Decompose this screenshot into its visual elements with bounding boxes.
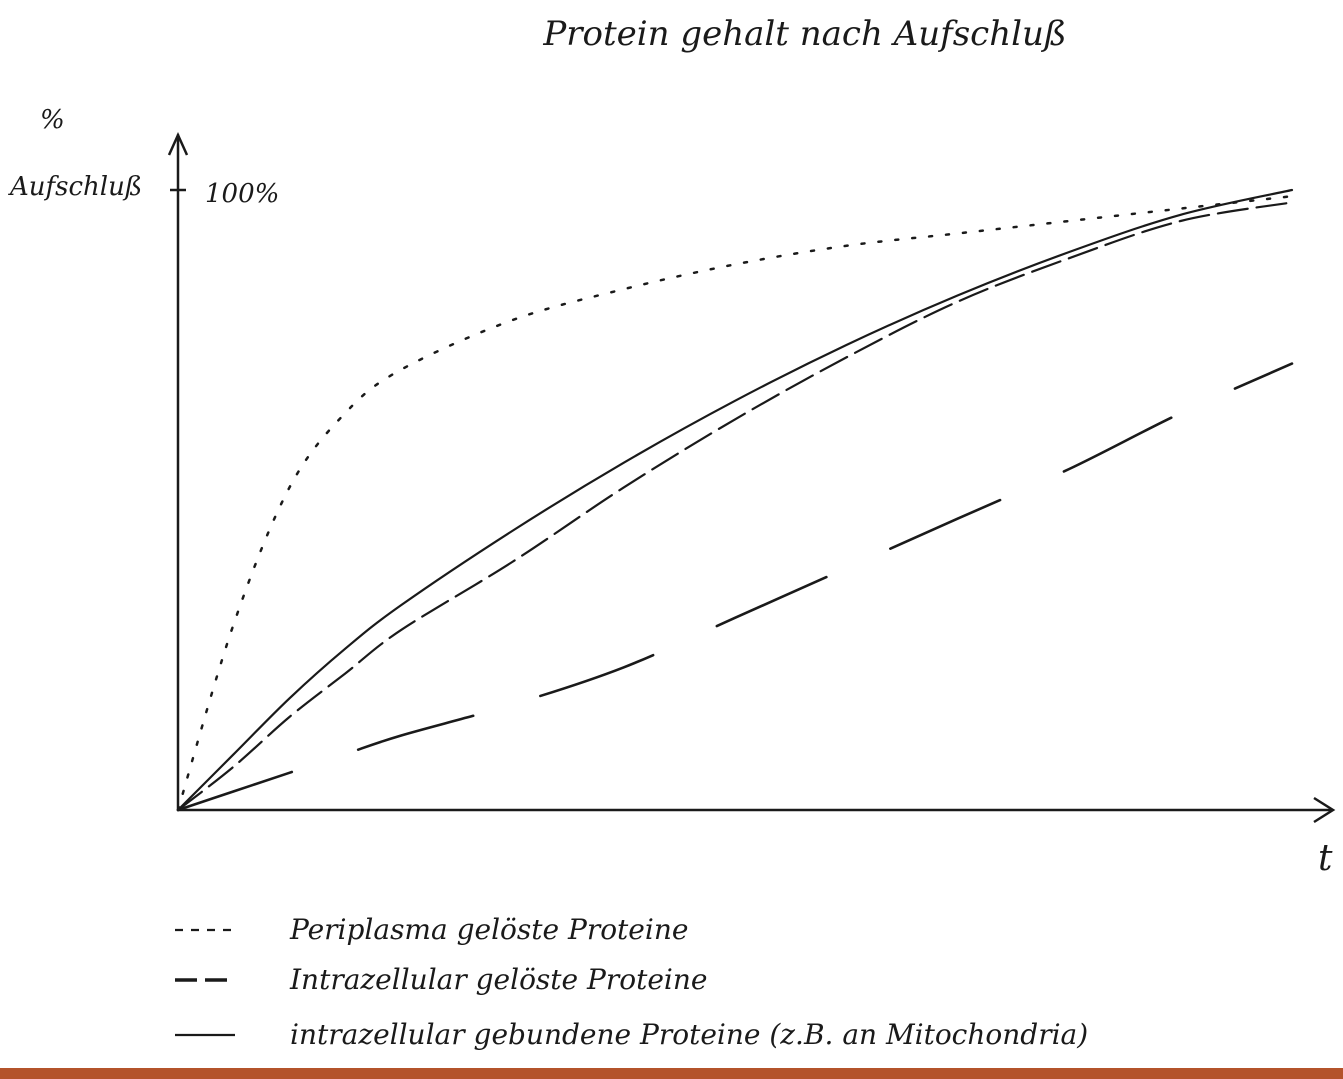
series-long-dash [176,362,1294,812]
data-point [956,232,959,235]
series-line-long-dash [176,362,1294,812]
y-axis-unit: % [40,105,65,135]
legend-label-dotted: Periplasma gelöste Proteine [289,913,688,946]
chart-title: Protein gehalt nach Aufschluß [542,14,1066,54]
data-point [1179,412,1182,415]
series-line-solid [176,188,1294,812]
series-dotted [176,194,1294,812]
series-dashed [176,201,1294,812]
data-point [511,703,514,706]
x-axis-arrow [1313,796,1336,824]
data-point [622,288,625,291]
data-point [344,412,347,415]
chart-axes [167,131,1336,824]
data-point [1291,201,1294,204]
series-layer [176,188,1294,812]
data-point [845,567,848,570]
series-line-dotted [176,194,1294,812]
x-axis-label: t [1318,838,1333,879]
legend-label-solid: intrazellular gebundene Proteine (z.B. a… [290,1018,1088,1051]
series-line-dashed [176,201,1294,812]
data-point [232,623,235,626]
data-point [399,368,402,371]
y-axis-arrow [167,131,189,156]
bottom-color-band [0,1068,1343,1079]
legend-label-dashed: Intrazellular gelöste Proteine [289,963,707,996]
data-point [344,753,347,756]
chart-legend: Periplasma gelöste Proteine Intrazellular… [175,913,1088,1051]
y-tick-label-100: 100% [205,179,279,209]
data-point [734,263,737,266]
data-point [1291,195,1294,198]
y-axis-label: Aufschluß [8,172,142,202]
series-solid [176,188,1294,812]
